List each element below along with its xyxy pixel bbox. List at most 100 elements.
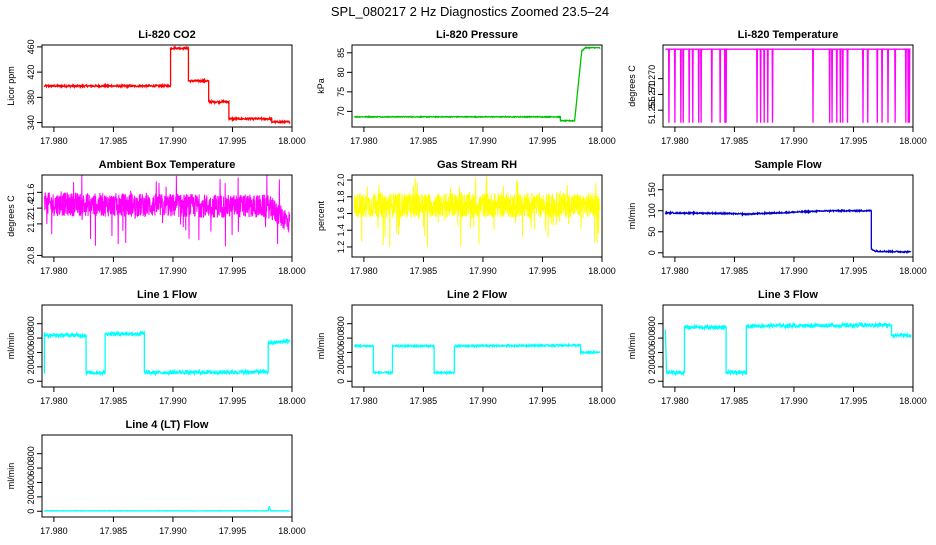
figure-title: SPL_080217 2 Hz Diagnostics Zoomed 23.5–… [331, 4, 609, 19]
y-tick-label: 380 [26, 90, 36, 105]
y-tick-label: 600 [336, 331, 346, 346]
y-tick-label: 460 [26, 39, 36, 54]
panel-title: Li-820 Temperature [738, 29, 839, 41]
x-tick-label: 17.980 [40, 396, 68, 406]
y-axis-label: degrees C [6, 195, 16, 237]
series-line [353, 342, 601, 376]
y-tick-label: 420 [26, 65, 36, 80]
y-tick-label: 85 [336, 48, 346, 58]
x-tick-label: 18.000 [278, 526, 306, 536]
y-axis-label: Licor ppm [6, 66, 16, 106]
y-tick-label: 0 [26, 379, 36, 384]
x-tick-label: 17.995 [840, 266, 868, 276]
x-tick-label: 17.980 [661, 396, 689, 406]
y-axis-label: ml/min [316, 333, 326, 360]
y-tick-label: 0 [647, 379, 657, 384]
plot-frame [351, 304, 603, 388]
x-tick-label: 18.000 [588, 396, 616, 406]
y-axis-label: ml/min [627, 333, 637, 360]
y-axis-label: degrees C [627, 65, 637, 107]
panel-2: Li-820 Temperature 17.980 17.985 17.990 17.9… [627, 29, 927, 146]
x-tick-label: 17.985 [410, 266, 438, 276]
y-tick-label: 340 [26, 115, 36, 130]
y-tick-label: 70 [336, 106, 346, 116]
x-tick-label: 17.995 [219, 396, 247, 406]
plot-frame [41, 44, 293, 128]
y-tick-label: 51.270 [647, 65, 657, 93]
x-tick-label: 17.995 [529, 266, 557, 276]
x-tick-label: 17.990 [780, 136, 808, 146]
x-tick-label: 17.990 [780, 396, 808, 406]
x-tick-label: 17.985 [100, 136, 128, 146]
series-line [43, 175, 291, 247]
x-tick-label: 17.990 [469, 396, 497, 406]
x-tick-label: 17.990 [159, 266, 187, 276]
x-tick-label: 17.985 [410, 396, 438, 406]
panel-5: Sample Flow 17.980 17.985 17.990 17.995 18.00… [627, 159, 927, 276]
y-tick-label: 80 [336, 67, 346, 77]
x-tick-label: 18.000 [899, 266, 927, 276]
x-tick-label: 17.980 [40, 266, 68, 276]
plot-frame [662, 44, 914, 128]
series-layer [43, 330, 291, 377]
x-tick-label: 17.995 [840, 136, 868, 146]
y-axis-label: ml/min [6, 463, 16, 490]
x-tick-label: 17.985 [100, 266, 128, 276]
y-tick-label: 1.2 [336, 241, 346, 254]
y-tick-label: 1.8 [336, 190, 346, 203]
x-tick-label: 17.995 [219, 526, 247, 536]
series-layer [353, 45, 601, 123]
x-tick-label: 17.995 [840, 396, 868, 406]
plot-frame [41, 304, 293, 388]
panel-title: Sample Flow [754, 159, 822, 171]
series-line [353, 45, 601, 123]
y-tick-label: 600 [26, 461, 36, 476]
x-tick-label: 17.980 [40, 526, 68, 536]
x-tick-label: 17.990 [469, 136, 497, 146]
y-tick-label: 200 [336, 359, 346, 374]
panel-6: Line 1 Flow 17.980 17.985 17.990 17.995 18.00… [6, 289, 306, 406]
panel-3: Ambient Box Temperature 17.980 17.985 17.99… [6, 159, 306, 276]
y-tick-label: 600 [647, 331, 657, 346]
panel-title: Line 2 Flow [447, 289, 507, 301]
y-tick-label: 800 [26, 446, 36, 461]
series-line [353, 175, 601, 247]
y-tick-label: 200 [26, 359, 36, 374]
x-tick-label: 17.990 [159, 526, 187, 536]
x-tick-label: 17.995 [529, 136, 557, 146]
y-tick-label: 400 [26, 345, 36, 360]
x-tick-label: 17.995 [219, 266, 247, 276]
y-axis-label: percent [316, 200, 326, 231]
series-layer [353, 342, 601, 376]
x-tick-label: 17.985 [100, 396, 128, 406]
y-tick-label: 51.255 [647, 96, 657, 124]
y-axis-label: ml/min [6, 333, 16, 360]
series-line [664, 208, 912, 254]
y-tick-label: 800 [336, 316, 346, 331]
y-tick-label: 400 [647, 345, 657, 360]
series-layer [353, 175, 601, 247]
panel-title: Line 4 (LT) Flow [126, 419, 209, 431]
x-tick-label: 17.980 [40, 136, 68, 146]
x-tick-label: 17.980 [350, 136, 378, 146]
panel-title: Line 1 Flow [137, 289, 197, 301]
x-tick-label: 17.990 [469, 266, 497, 276]
y-tick-label: 400 [26, 475, 36, 490]
panel-title: Li-820 CO2 [138, 29, 195, 41]
x-tick-label: 17.980 [350, 266, 378, 276]
plot-frame [41, 174, 293, 258]
x-tick-label: 17.985 [100, 526, 128, 536]
series-line [43, 330, 291, 377]
panel-title: Gas Stream RH [437, 159, 517, 171]
x-tick-label: 18.000 [278, 266, 306, 276]
x-tick-label: 17.990 [780, 266, 808, 276]
y-tick-label: 0 [26, 509, 36, 514]
x-tick-label: 17.980 [661, 266, 689, 276]
series-line [664, 321, 912, 377]
series-layer [43, 175, 291, 247]
y-tick-label: 200 [26, 489, 36, 504]
y-tick-label: 800 [647, 316, 657, 331]
x-tick-label: 18.000 [899, 136, 927, 146]
y-tick-label: 600 [26, 331, 36, 346]
